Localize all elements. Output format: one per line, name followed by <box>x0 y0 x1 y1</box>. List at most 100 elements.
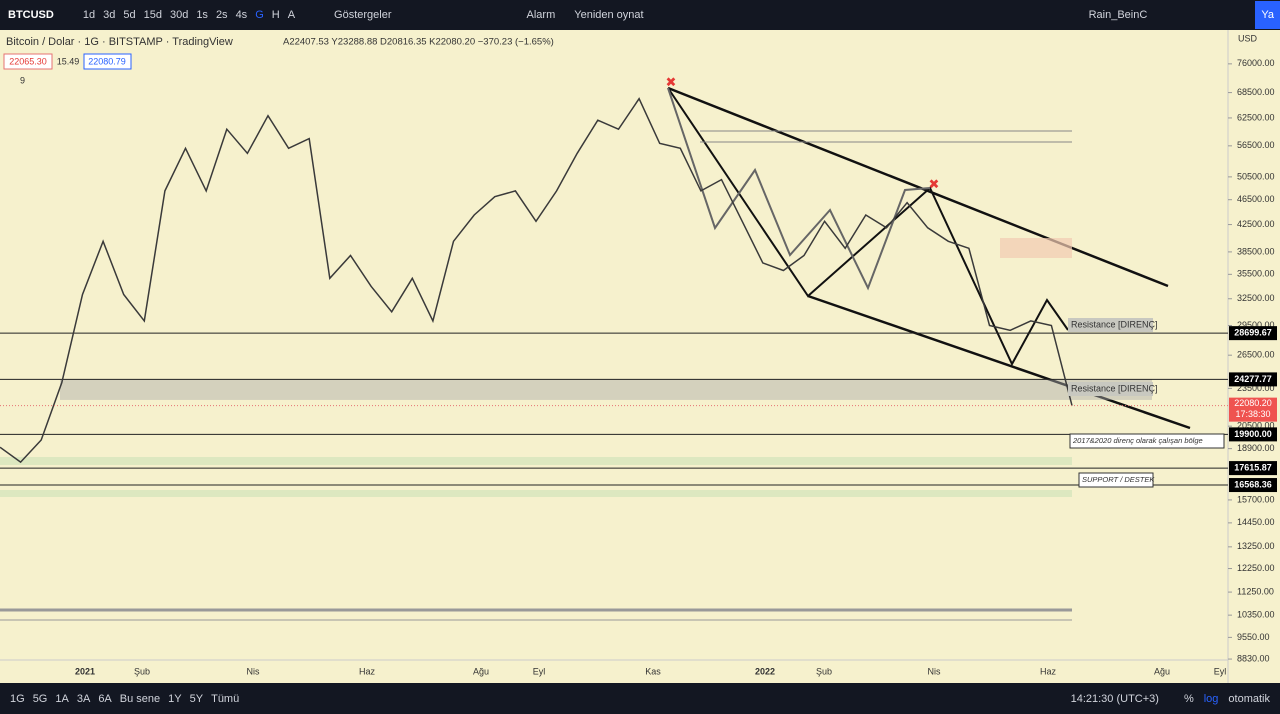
x-tick-label: Ağu <box>473 666 489 676</box>
clock: 14:21:30 (UTC+3) <box>1070 692 1159 705</box>
publish[interactable]: Ya <box>1255 1 1280 29</box>
spread: 15.49 <box>57 56 80 66</box>
annotation-box <box>1069 433 1225 449</box>
price-tag-label: 16568.36 <box>1234 479 1272 489</box>
x-tick-label: Nis <box>928 666 941 676</box>
zone <box>0 457 1072 465</box>
y-tick-label: 23500.00 <box>1237 383 1275 393</box>
zigzag <box>667 87 1069 367</box>
annotation: SUPPORT / DESTEK <box>1082 475 1155 484</box>
y-tick-label: 29500.00 <box>1237 320 1275 330</box>
range[interactable]: 3A <box>76 692 91 705</box>
y-tick-label: 32500.00 <box>1237 293 1275 303</box>
y-tick-label: 11250.00 <box>1237 586 1274 596</box>
marker: ✖ <box>929 176 940 191</box>
price-tag-label: 28699.67 <box>1234 328 1272 338</box>
range[interactable]: Tümü <box>211 692 240 705</box>
range[interactable]: 6A <box>98 692 112 705</box>
trend-line <box>807 294 1191 430</box>
interval[interactable]: G <box>255 9 264 21</box>
interval[interactable]: 2s <box>215 9 228 21</box>
replay[interactable]: Yeniden oynat <box>574 9 644 21</box>
intervals: 1d 3d 5d 15d 30d 1s 2s 4s G H A <box>79 9 299 21</box>
zone <box>0 490 1072 497</box>
price-tag <box>1229 461 1277 476</box>
ranges: 1G 5G 1A 3A 6A Bu sene 1Y 5Y Tümü <box>6 693 243 705</box>
alert[interactable]: Alarm <box>526 9 556 21</box>
y-tick-label: 38500.00 <box>1237 246 1275 256</box>
y-tick-label: 50500.00 <box>1237 171 1275 181</box>
x-tick-label: Nis <box>247 666 260 676</box>
countdown: 17:38:30 <box>1235 409 1270 419</box>
chart: ✖ ✖ Bitcoin / Dolar · 1G · BITSTAMP · Tr… <box>0 30 1280 683</box>
annotation-box <box>1078 472 1154 488</box>
interval[interactable]: 5d <box>123 9 136 21</box>
y-tick-label: 20500.00 <box>1237 421 1275 431</box>
ohlc: A22407.53 Y23288.88 D20816.35 K22080.20 … <box>283 37 554 48</box>
y-tick-label: 14450.00 <box>1237 517 1275 527</box>
sell-box[interactable] <box>3 53 53 70</box>
y-tick-label: 13250.00 <box>1237 541 1275 551</box>
y-tick-label: 10350.00 <box>1237 610 1275 620</box>
range[interactable]: 5Y <box>189 692 204 705</box>
interval[interactable]: A <box>287 9 296 21</box>
price-tag-label: 17615.87 <box>1234 462 1272 472</box>
y-tick-label: 15700.00 <box>1237 494 1275 504</box>
indicators[interactable]: Göstergeler <box>334 9 392 21</box>
drawings <box>0 86 1191 621</box>
x-tick-label: Şub <box>816 666 832 676</box>
price-tag-label: 19900.00 <box>1234 429 1272 439</box>
price-tag <box>1229 372 1277 387</box>
range[interactable]: 1G <box>10 692 25 705</box>
x-tick-label: 2021 <box>75 666 95 676</box>
price-tag <box>1229 478 1277 493</box>
interval[interactable]: 3d <box>103 9 116 21</box>
y-tick-label: 46500.00 <box>1237 194 1275 204</box>
annotation-box <box>1068 382 1153 396</box>
marker: ✖ <box>666 74 677 89</box>
currency: USD <box>1238 33 1258 43</box>
x-tick-label: 2022 <box>755 666 775 676</box>
interval[interactable]: 15d <box>143 9 162 21</box>
zigzag <box>667 87 931 291</box>
interval[interactable]: 30d <box>169 9 189 21</box>
annotation-box <box>1068 318 1153 332</box>
x-tick-label: Şub <box>134 666 150 676</box>
price-tag <box>1229 427 1277 442</box>
interval[interactable]: 4s <box>235 9 248 21</box>
range[interactable]: 1A <box>55 692 69 705</box>
sell: 22065.30 <box>9 56 47 66</box>
annotation: Resistance [DIRENÇ] <box>1071 319 1158 329</box>
symbol[interactable]: BTCUSD <box>8 9 54 21</box>
interval[interactable]: 1s <box>196 9 208 21</box>
log[interactable]: log <box>1203 692 1219 705</box>
buy-box[interactable] <box>83 53 132 70</box>
x-tick-label: Eyl <box>1214 666 1227 676</box>
x-tick-label: Ağu <box>1154 666 1170 676</box>
x-tick-label: Eyl <box>533 666 546 676</box>
y-tick-label: 12250.00 <box>1237 563 1275 573</box>
annotation: Resistance [DIRENÇ] <box>1071 383 1158 393</box>
range[interactable]: 1Y <box>168 692 182 705</box>
price-tag-label: 24277.77 <box>1234 374 1272 384</box>
trend-line <box>667 86 1169 288</box>
y-tick-label: 8830.00 <box>1237 653 1270 663</box>
interval[interactable]: 1d <box>82 9 96 21</box>
y-tick-label: 26500.00 <box>1237 350 1275 360</box>
y-tick-label: 9550.00 <box>1237 632 1270 642</box>
y-tick-label: 56500.00 <box>1237 140 1275 150</box>
chart-bg <box>0 30 1280 683</box>
y-tick-label: 35500.00 <box>1237 269 1275 279</box>
percent[interactable]: % <box>1183 692 1194 705</box>
range[interactable]: Bu sene <box>119 692 161 705</box>
y-tick-label: 18900.00 <box>1237 443 1275 453</box>
interval[interactable]: H <box>271 9 280 21</box>
layout[interactable]: Rain_BeinC <box>1088 9 1148 21</box>
zone <box>60 379 1152 400</box>
auto[interactable]: otomatik <box>1228 692 1270 705</box>
current-price-label: 22080.20 <box>1234 398 1272 408</box>
range[interactable]: 5G <box>32 692 48 705</box>
price-line-series <box>0 97 1073 464</box>
x-tick-label: Kas <box>645 666 661 676</box>
